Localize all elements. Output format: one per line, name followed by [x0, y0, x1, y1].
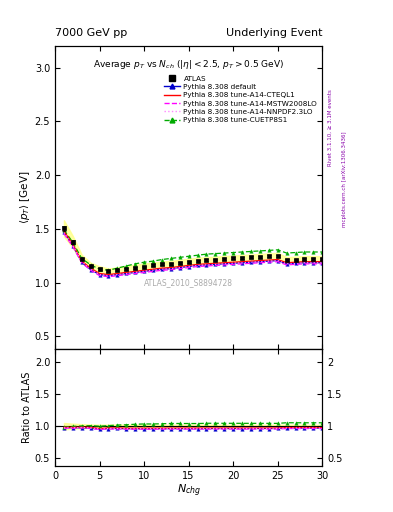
Text: Average $p_T$ vs $N_{ch}$ ($|\eta| < 2.5$, $p_T > 0.5$ GeV): Average $p_T$ vs $N_{ch}$ ($|\eta| < 2.5…: [93, 58, 284, 71]
X-axis label: $N_{chg}$: $N_{chg}$: [176, 482, 201, 499]
Legend: ATLAS, Pythia 8.308 default, Pythia 8.308 tune-A14-CTEQL1, Pythia 8.308 tune-A14: ATLAS, Pythia 8.308 default, Pythia 8.30…: [163, 74, 319, 125]
Text: Underlying Event: Underlying Event: [226, 29, 322, 38]
Text: Rivet 3.1.10, ≥ 3.1M events: Rivet 3.1.10, ≥ 3.1M events: [328, 90, 333, 166]
Y-axis label: Ratio to ATLAS: Ratio to ATLAS: [22, 372, 32, 443]
Text: ATLAS_2010_S8894728: ATLAS_2010_S8894728: [144, 278, 233, 287]
Text: 7000 GeV pp: 7000 GeV pp: [55, 29, 127, 38]
Y-axis label: $\langle p_T \rangle$ [GeV]: $\langle p_T \rangle$ [GeV]: [18, 171, 32, 224]
Text: mcplots.cern.ch [arXiv:1306.3436]: mcplots.cern.ch [arXiv:1306.3436]: [342, 132, 347, 227]
